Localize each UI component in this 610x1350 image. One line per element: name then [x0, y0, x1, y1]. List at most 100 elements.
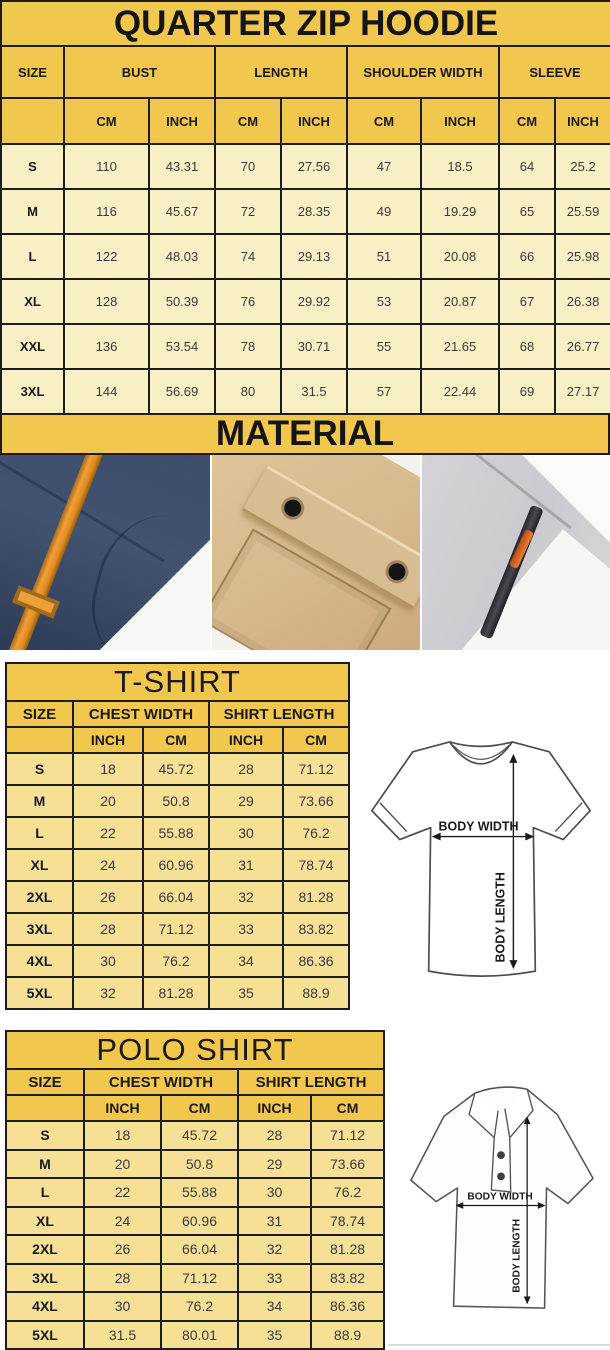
unit-header-cm: CM	[498, 97, 556, 145]
value-cell: 88.9	[281, 976, 351, 1010]
size-cell: XL	[5, 848, 74, 882]
header-spacer	[0, 97, 65, 145]
col-header-shirt-length: SHIRT LENGTH	[207, 700, 351, 728]
value-cell: 26	[83, 1234, 162, 1265]
value-cell: 72	[214, 188, 282, 235]
value-cell: 57	[346, 368, 422, 415]
value-cell: 18.5	[420, 143, 500, 190]
material-photo-khaki-pocket	[212, 455, 420, 650]
value-cell: 24	[83, 1205, 162, 1236]
material-section-header: MATERIAL	[0, 413, 610, 455]
right-cuff-line	[554, 802, 583, 833]
value-cell: 32	[208, 880, 284, 914]
value-cell: 56.69	[148, 368, 216, 415]
size-cell: 5XL	[5, 1319, 85, 1350]
orange-strap-shape	[7, 455, 105, 650]
value-cell: 88.9	[309, 1319, 386, 1350]
table-row: 5XL 32 81.28 35 88.9	[5, 976, 351, 1010]
value-cell: 30	[237, 1177, 312, 1208]
col-header-shoulder-width: SHOULDER WIDTH	[346, 45, 500, 99]
polo-outline	[410, 1086, 594, 1309]
snap-button	[385, 560, 409, 584]
tshirt-table-title: T-SHIRT	[4, 662, 351, 702]
value-cell: 45.72	[142, 752, 210, 786]
value-cell: 29.92	[280, 278, 348, 325]
value-cell: 76.2	[281, 816, 351, 850]
table-row: XL 128 50.39 76 29.92 53 20.87 67 26.38	[0, 278, 610, 325]
value-cell: 60.96	[142, 848, 210, 882]
col-header-size: SIZE	[0, 45, 65, 99]
polo-table-title: POLO SHIRT	[4, 1030, 386, 1070]
value-cell: 67	[498, 278, 556, 325]
table-row: 3XL 28 71.12 33 83.82	[5, 912, 351, 946]
value-cell: 33	[208, 912, 284, 946]
tshirt-measurement-diagram: BODY WIDTH BODY LENGTH	[371, 741, 591, 977]
value-cell: 47	[346, 143, 422, 190]
col-header-chest-width: CHEST WIDTH	[83, 1068, 239, 1096]
value-cell: 34	[237, 1291, 312, 1322]
value-cell: 48.03	[148, 233, 216, 280]
value-cell: 28	[72, 912, 144, 946]
value-cell: 144	[63, 368, 150, 415]
col-header-length: LENGTH	[214, 45, 348, 99]
unit-header-inch: INCH	[148, 97, 216, 145]
value-cell: 28	[237, 1120, 312, 1151]
table-row: S 110 43.31 70 27.56 47 18.5 64 25.2	[0, 143, 610, 190]
value-cell: 55.88	[142, 816, 210, 850]
value-cell: 43.31	[148, 143, 216, 190]
unit-header-inch: INCH	[237, 1094, 312, 1122]
unit-header-cm: CM	[281, 726, 351, 754]
unit-header-cm: CM	[346, 97, 422, 145]
value-cell: 81.28	[142, 976, 210, 1010]
value-cell: 66	[498, 233, 556, 280]
value-cell: 81.28	[309, 1234, 386, 1265]
col-header-size: SIZE	[5, 700, 74, 728]
hoodie-table-title: QUARTER ZIP HOODIE	[0, 0, 610, 47]
value-cell: 22	[83, 1177, 162, 1208]
collar-inner-line	[452, 744, 510, 760]
value-cell: 136	[63, 323, 150, 370]
value-cell: 55.88	[160, 1177, 239, 1208]
size-cell: 3XL	[0, 368, 65, 415]
table-row: 4XL 30 76.2 34 86.36	[5, 1291, 386, 1322]
table-row: 2XL 26 66.04 32 81.28	[5, 880, 351, 914]
value-cell: 31.5	[280, 368, 348, 415]
table-row: 4XL 30 76.2 34 86.36	[5, 944, 351, 978]
polo-button	[497, 1151, 505, 1159]
placket-line	[490, 1137, 512, 1193]
size-cell: S	[0, 143, 65, 190]
size-cell: 2XL	[5, 880, 74, 914]
unit-header-cm: CM	[214, 97, 282, 145]
value-cell: 30.71	[280, 323, 348, 370]
value-cell: 110	[63, 143, 150, 190]
value-cell: 33	[237, 1262, 312, 1293]
value-cell: 25.59	[553, 188, 610, 235]
table-row: M 20 50.8 29 73.66	[5, 784, 351, 818]
collar-front-line	[448, 741, 514, 765]
size-cell: 3XL	[5, 912, 74, 946]
table-row: 2XL 26 66.04 32 81.28	[5, 1234, 386, 1265]
value-cell: 70	[214, 143, 282, 190]
col-header-sleeve: SLEEVE	[497, 45, 610, 99]
value-cell: 73.66	[309, 1148, 386, 1179]
value-cell: 45.72	[160, 1120, 239, 1151]
arrowhead	[455, 1202, 464, 1209]
table-row: 3XL 28 71.12 33 83.82	[5, 1262, 386, 1293]
value-cell: 31.5	[83, 1319, 162, 1350]
value-cell: 76.2	[309, 1177, 386, 1208]
value-cell: 26.77	[553, 323, 610, 370]
unit-header-cm: CM	[309, 1094, 386, 1122]
size-cell: 4XL	[5, 1291, 85, 1322]
table-row: S 18 45.72 28 71.12	[5, 752, 351, 786]
size-cell: M	[5, 784, 74, 818]
unit-header-cm: CM	[63, 97, 150, 145]
material-photo-strip	[0, 455, 610, 650]
table-row: 3XL 144 56.69 80 31.5 57 22.44 69 27.17	[0, 368, 610, 415]
unit-header-inch: INCH	[72, 726, 144, 754]
size-cell: L	[0, 233, 65, 280]
value-cell: 18	[72, 752, 144, 786]
value-cell: 60.96	[160, 1205, 239, 1236]
value-cell: 76.2	[142, 944, 210, 978]
value-cell: 18	[83, 1120, 162, 1151]
value-cell: 83.82	[309, 1262, 386, 1293]
